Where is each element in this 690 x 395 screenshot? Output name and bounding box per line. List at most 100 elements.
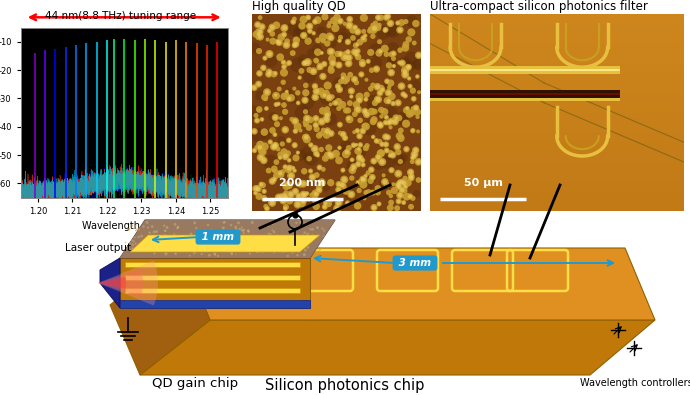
Point	[360, 96, 371, 102]
Point	[368, 158, 380, 164]
Point	[404, 75, 415, 82]
Point	[325, 101, 336, 107]
Point	[332, 205, 343, 212]
Point	[331, 100, 342, 106]
Point	[273, 40, 284, 46]
Point	[312, 49, 323, 55]
Point	[326, 152, 337, 159]
Point	[240, 247, 251, 253]
Point	[159, 222, 170, 229]
Point	[353, 179, 364, 186]
Point	[170, 246, 181, 253]
Point	[279, 127, 290, 133]
Point	[326, 67, 337, 73]
Point	[384, 152, 395, 159]
Point	[266, 199, 277, 206]
Point	[148, 229, 159, 235]
Point	[265, 139, 276, 145]
Point	[360, 96, 371, 102]
Point	[411, 21, 422, 27]
Point	[218, 219, 229, 226]
Point	[245, 244, 256, 250]
Point	[405, 169, 416, 175]
Point	[279, 164, 290, 170]
Point	[205, 227, 216, 233]
Point	[393, 182, 404, 188]
Point	[337, 182, 348, 188]
Point	[308, 68, 319, 74]
Point	[333, 199, 344, 206]
Point	[406, 55, 417, 61]
Point	[243, 228, 254, 234]
Point	[310, 122, 322, 128]
Point	[234, 240, 245, 246]
Point	[372, 84, 383, 90]
Point	[161, 251, 172, 257]
Point	[317, 73, 328, 80]
Point	[355, 179, 366, 185]
Point	[279, 149, 290, 155]
Point	[257, 149, 268, 155]
Point	[406, 204, 417, 210]
Point	[293, 149, 304, 156]
Point	[406, 110, 417, 116]
Point	[385, 20, 396, 26]
Point	[393, 20, 404, 26]
Point	[384, 120, 395, 126]
Point	[317, 180, 328, 186]
Point	[386, 167, 397, 173]
Point	[257, 116, 268, 122]
Point	[285, 165, 296, 171]
Point	[373, 185, 384, 192]
Point	[364, 125, 375, 131]
Point	[333, 181, 344, 188]
Point	[393, 181, 404, 187]
Point	[310, 57, 322, 64]
Point	[310, 191, 322, 197]
Point	[286, 173, 297, 179]
Point	[282, 181, 293, 187]
Point	[369, 100, 380, 106]
Point	[408, 96, 420, 102]
Point	[298, 32, 309, 39]
Point	[277, 248, 288, 255]
Point	[352, 41, 363, 48]
Point	[270, 141, 281, 147]
Point	[395, 127, 406, 134]
Point	[386, 51, 397, 58]
Point	[172, 224, 184, 231]
Point	[303, 196, 314, 202]
Point	[129, 234, 140, 241]
Point	[290, 233, 302, 239]
Point	[363, 190, 374, 196]
Point	[270, 143, 281, 149]
Point	[247, 109, 258, 115]
Point	[371, 138, 382, 144]
Point	[353, 106, 364, 113]
Point	[362, 111, 373, 117]
Point	[365, 49, 376, 56]
Point	[130, 240, 141, 246]
Point	[258, 65, 269, 71]
Point	[368, 134, 379, 140]
Point	[409, 151, 420, 158]
Point	[335, 18, 346, 24]
Point	[300, 60, 311, 66]
Point	[249, 128, 260, 135]
Point	[397, 91, 408, 98]
Point	[404, 193, 415, 199]
Point	[257, 182, 268, 188]
Point	[286, 191, 297, 198]
Point	[251, 144, 262, 150]
Point	[357, 35, 368, 41]
Point	[334, 38, 345, 44]
Text: QD gain chip: QD gain chip	[152, 377, 238, 390]
Point	[314, 164, 325, 171]
Point	[237, 246, 248, 253]
Point	[308, 68, 319, 74]
Point	[393, 20, 404, 26]
Point	[288, 26, 299, 32]
Point	[312, 17, 323, 23]
Point	[368, 82, 379, 88]
Point	[152, 238, 163, 245]
